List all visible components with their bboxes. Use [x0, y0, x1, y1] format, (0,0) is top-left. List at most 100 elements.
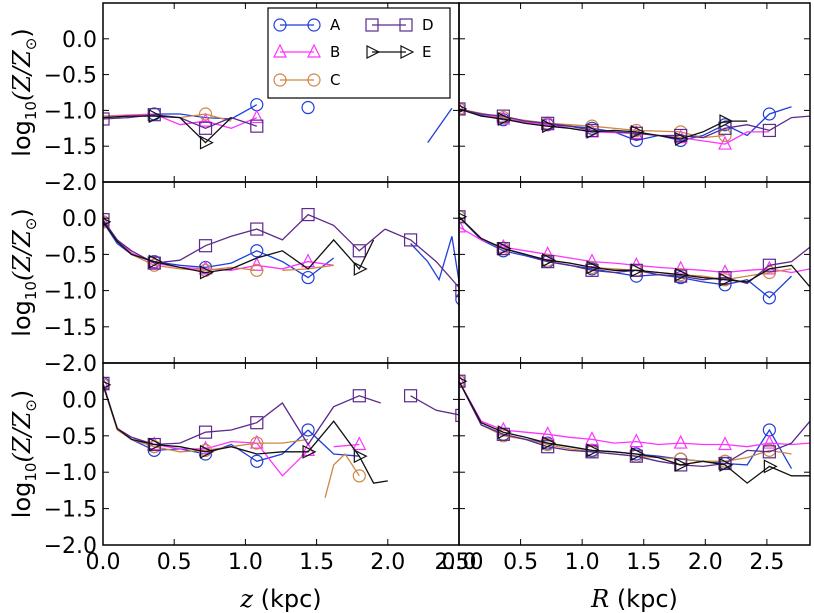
plot-area: [103, 98, 453, 150]
data-marker-E: [719, 457, 734, 472]
data-marker-E: [586, 443, 601, 458]
data-marker-E: [719, 114, 734, 129]
y-tick-label: −0.5: [44, 243, 97, 268]
panel-r1-c0: [102, 181, 460, 364]
x-tick-label: 2.0: [688, 550, 723, 575]
series-line-E: [459, 108, 748, 140]
series-line-A: [410, 236, 459, 286]
data-marker-E: [148, 437, 163, 452]
data-marker-E: [103, 217, 112, 226]
data-marker-B: [496, 421, 511, 436]
data-marker-D: [762, 258, 776, 272]
data-marker-E: [542, 119, 557, 134]
plot-area: [103, 376, 459, 498]
series-line-B: [459, 380, 810, 448]
panel-r2-c0: [102, 362, 460, 546]
data-marker-B: [585, 253, 599, 268]
data-marker-E: [630, 447, 645, 461]
x-tick-label: 1.5: [299, 550, 334, 575]
data-marker-E: [719, 272, 734, 287]
series-line-C: [459, 380, 792, 462]
data-marker-B: [540, 246, 555, 260]
series-line-C: [324, 452, 360, 498]
data-marker-D: [762, 445, 776, 459]
series-line-E: [103, 115, 232, 144]
legend-item-C: C: [273, 71, 340, 89]
legend-label: C: [330, 71, 340, 89]
data-marker-B: [198, 440, 213, 455]
data-marker-E: [459, 377, 468, 386]
legend-label: A: [330, 16, 341, 34]
data-marker-B: [301, 253, 316, 268]
data-marker-A: [250, 98, 264, 112]
data-marker-A: [718, 278, 732, 292]
data-marker-E: [497, 425, 512, 440]
legend-marker: [307, 18, 321, 32]
data-marker-C: [718, 128, 732, 143]
panels-layer: [102, 2, 811, 546]
y-tick-label: −0.5: [44, 64, 97, 89]
data-marker-D: [103, 112, 110, 126]
legend-label: B: [330, 43, 340, 61]
legend-marker: [273, 43, 287, 58]
series-line-D: [410, 395, 459, 416]
legend-item-A: A: [273, 16, 341, 34]
data-marker-D: [198, 239, 213, 253]
data-marker-E: [302, 444, 317, 459]
data-marker-A: [250, 454, 264, 468]
data-marker-D: [198, 425, 213, 439]
data-marker-E: [497, 112, 512, 126]
data-marker-B: [629, 433, 644, 448]
data-marker-E: [586, 124, 601, 139]
legend-marker: [307, 73, 321, 87]
data-marker-E: [353, 261, 368, 276]
y-tick-label: −2.0: [44, 534, 97, 559]
data-marker-E: [199, 265, 214, 280]
labels-layer: 0.0−0.5−1.0−1.5−2.0log10(Z/Z⊙)0.0−0.5−1.…: [8, 28, 784, 613]
data-marker-E: [542, 253, 557, 268]
series-line-A: [103, 383, 309, 463]
legend-marker: [400, 45, 415, 59]
data-marker-B: [249, 109, 264, 124]
data-marker-B: [762, 434, 777, 449]
data-marker-E: [148, 254, 163, 269]
data-marker-E: [199, 444, 214, 459]
series-line-A: [427, 107, 453, 143]
data-marker-B: [673, 260, 688, 275]
x-tick-label: 1.0: [228, 550, 263, 575]
data-marker-D: [352, 389, 366, 403]
legend-label: D: [422, 16, 434, 34]
legend-box: [267, 7, 451, 99]
y-axis-title: log10(Z/Z⊙): [8, 28, 40, 156]
data-marker-D: [198, 121, 213, 135]
data-marker-C: [198, 107, 213, 121]
series-line-D: [103, 383, 381, 446]
panel-frame: [458, 181, 811, 364]
data-marker-A: [762, 107, 776, 121]
data-marker-B: [718, 135, 732, 150]
data-marker-D: [250, 119, 264, 133]
data-marker-E: [148, 109, 163, 124]
x-tick-label: 1.0: [565, 550, 600, 575]
y-tick-label: −1.5: [44, 316, 97, 341]
y-tick-label: −2.0: [44, 352, 97, 377]
y-tick-label: −1.0: [44, 280, 97, 305]
panel-frame: [458, 2, 811, 183]
y-tick-label: 0.0: [62, 207, 97, 232]
legend-item-B: B: [273, 43, 340, 61]
data-marker-B: [459, 372, 466, 387]
data-marker-E: [630, 124, 645, 139]
legend: ABC DE: [267, 7, 451, 99]
panel-r2-c1: [458, 362, 811, 546]
data-marker-D: [301, 207, 315, 222]
data-marker-D: [674, 128, 688, 143]
data-marker-E: [675, 457, 690, 472]
data-marker-D: [103, 213, 110, 227]
data-marker-A: [762, 291, 776, 305]
legend-marker: [307, 43, 321, 58]
x-axis-title: z (kpc): [239, 585, 321, 613]
x-tick-label: 1.5: [626, 550, 661, 575]
legend-marker: [366, 45, 381, 59]
data-marker-D: [403, 389, 418, 403]
series-line-A: [307, 429, 360, 457]
